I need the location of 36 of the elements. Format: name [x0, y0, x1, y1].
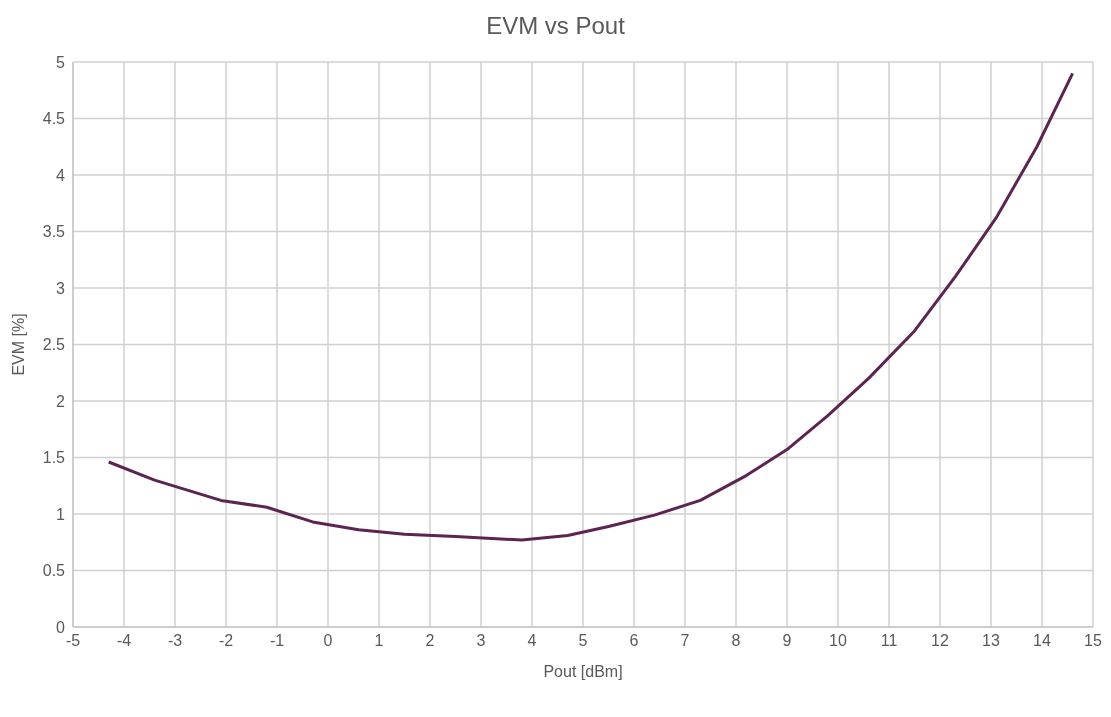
x-tick-label: 13: [982, 632, 1000, 650]
x-tick-label: 14: [1033, 632, 1051, 650]
y-tick-label: 2: [56, 392, 66, 410]
y-tick-label: 4: [56, 166, 66, 184]
y-axis-title: EVM [%]: [9, 313, 27, 376]
chart-title: EVM vs Pout: [485, 11, 626, 41]
x-tick-label: 7: [680, 632, 690, 650]
x-tick-label: 1: [374, 632, 384, 650]
y-tick-label: 5: [56, 53, 66, 71]
x-tick-label: 3: [476, 632, 486, 650]
y-tick-label: 4.5: [42, 110, 66, 128]
x-tick-label: 5: [578, 632, 588, 650]
x-tick-label: 0: [323, 632, 333, 650]
x-tick-label: 8: [731, 632, 741, 650]
y-tick-label: 2.5: [42, 336, 66, 354]
x-tick-label: -4: [116, 632, 132, 650]
x-tick-label: -3: [167, 632, 183, 650]
x-axis-title: Pout [dBm]: [543, 663, 623, 680]
x-tick-label: 11: [880, 632, 898, 650]
x-tick-label: 2: [425, 632, 435, 650]
y-tick-label: 3: [56, 279, 66, 297]
x-tick-label: 15: [1084, 632, 1102, 650]
y-tick-label: 1.5: [42, 449, 66, 467]
x-tick-label: -2: [218, 632, 234, 650]
x-tick-label: -1: [269, 632, 285, 650]
line-series: [107, 71, 1075, 542]
x-tick-label: 10: [829, 632, 847, 650]
y-tick-label: 1: [56, 505, 66, 523]
y-tick-label: 0.5: [42, 562, 66, 580]
y-tick-label: 0: [56, 618, 66, 636]
x-tick-label: 6: [629, 632, 639, 650]
y-tick-label: 3.5: [42, 223, 66, 241]
x-tick-label: 9: [782, 632, 792, 650]
x-tick-label: 12: [931, 632, 949, 650]
x-tick-label: 4: [527, 632, 537, 650]
x-tick-label: -5: [65, 632, 81, 650]
